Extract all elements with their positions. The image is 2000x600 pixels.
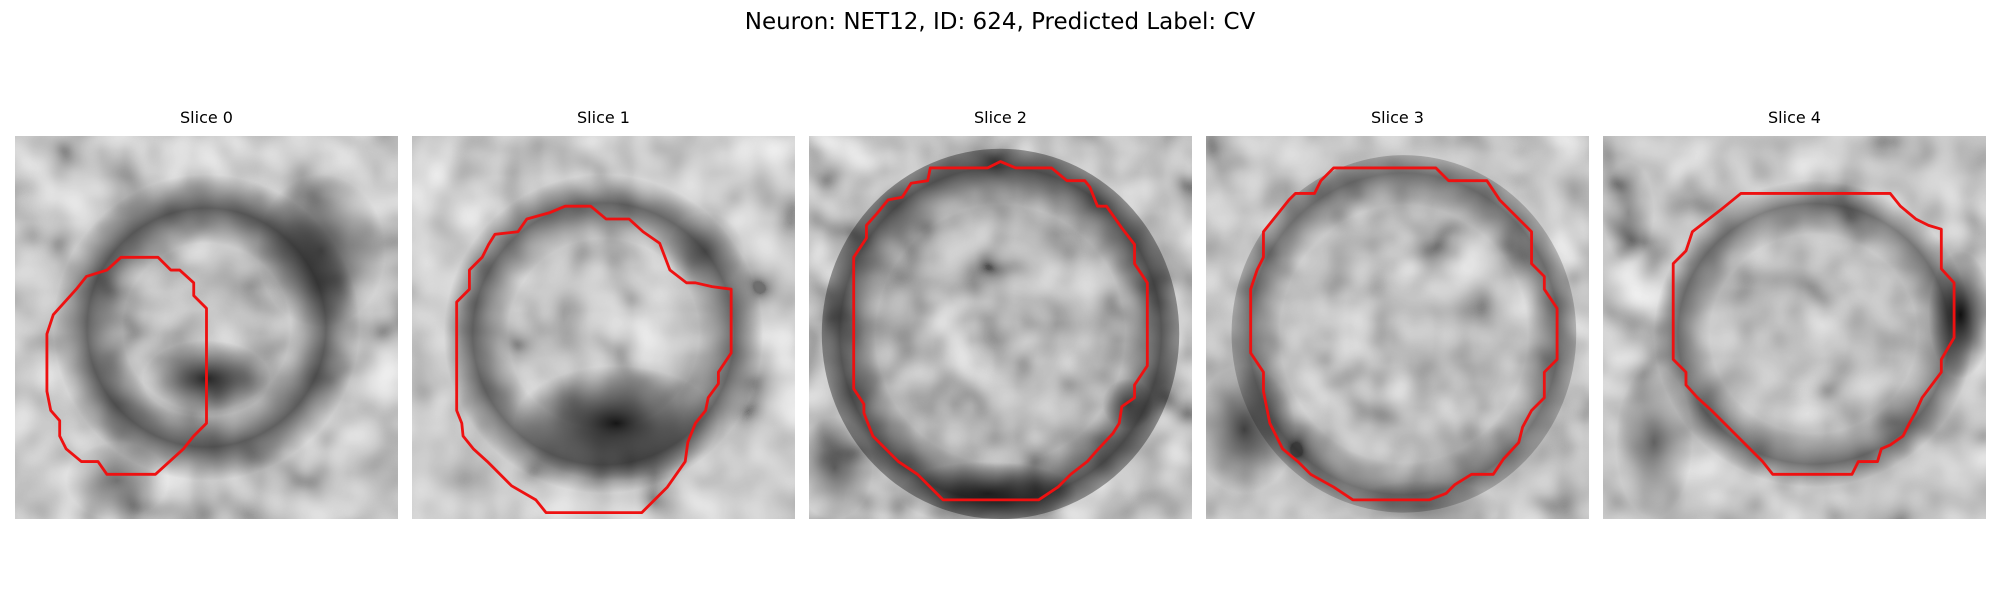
slice-title: Slice 3: [1371, 108, 1424, 127]
slice-title: Slice 4: [1768, 108, 1821, 127]
segmentation-contour: [1249, 166, 1559, 502]
segmentation-contour: [1671, 192, 1956, 476]
segmentation-contour: [852, 160, 1149, 502]
microscopy-slice-image: [412, 136, 795, 519]
slice-title: Slice 1: [577, 108, 630, 127]
slice-title: Slice 2: [974, 108, 1027, 127]
slice-panel: Slice 3: [1206, 108, 1589, 519]
microscopy-slice-image: [15, 136, 398, 519]
segmentation-contour: [455, 204, 733, 515]
figure-title: Neuron: NET12, ID: 624, Predicted Label:…: [744, 9, 1256, 35]
microscopy-slice-image: [1603, 136, 1986, 519]
slice-title: Slice 0: [180, 108, 233, 127]
slice-panel: Slice 1: [412, 108, 795, 519]
slice-panel: Slice 4: [1603, 108, 1986, 519]
slice-panel: Slice 2: [809, 108, 1192, 519]
segmentation-contour: [45, 255, 208, 476]
microscopy-slice-image: [809, 136, 1192, 519]
microscopy-slice-image: [1206, 136, 1589, 519]
slice-panel: Slice 0: [15, 108, 398, 519]
